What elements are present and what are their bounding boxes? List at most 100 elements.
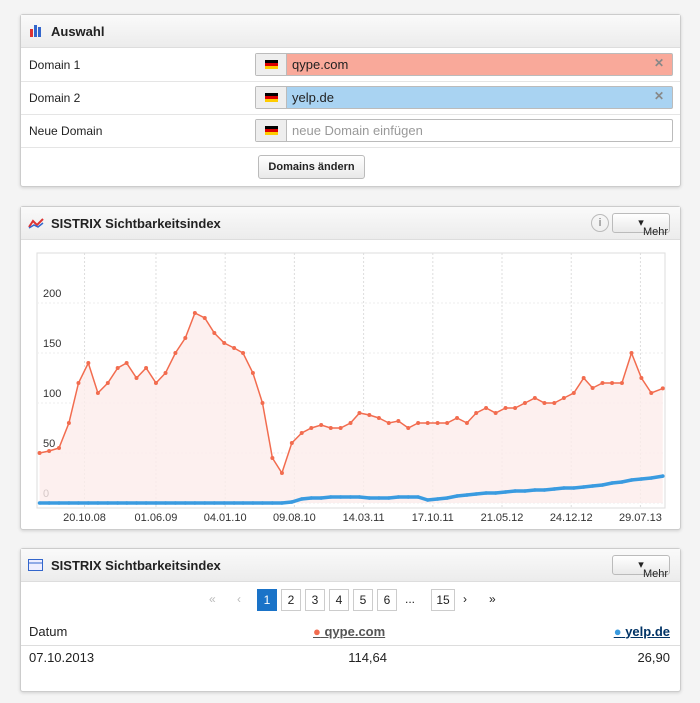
point	[445, 496, 449, 500]
point	[115, 501, 120, 505]
point	[484, 406, 489, 410]
point	[435, 497, 440, 501]
point	[95, 391, 100, 395]
page-link[interactable]: 4	[329, 589, 349, 611]
x-tick-label: 04.01.10	[204, 512, 247, 524]
point	[260, 401, 265, 405]
domain-input[interactable]: qype.com ✕	[255, 53, 673, 76]
change-button[interactable]: Domains ändern	[258, 155, 365, 179]
last-page[interactable]: »	[489, 592, 496, 606]
more: Mehr	[643, 226, 669, 238]
point	[76, 501, 81, 505]
point	[348, 421, 353, 425]
column-header: Datum	[29, 624, 68, 639]
point	[619, 381, 624, 385]
point	[106, 501, 110, 505]
point	[660, 386, 665, 391]
icon	[28, 218, 44, 229]
icon	[28, 559, 43, 571]
more-button[interactable]: ▾ Mehr	[612, 555, 670, 580]
page-link[interactable]: ...	[404, 592, 415, 606]
point	[357, 495, 362, 499]
point	[202, 316, 207, 320]
point	[464, 421, 469, 425]
y-tick-label: 100	[43, 388, 61, 400]
point	[571, 391, 576, 395]
page-link[interactable]: 1	[257, 589, 277, 611]
point	[377, 496, 381, 500]
point	[503, 490, 508, 494]
point	[474, 492, 478, 496]
point	[251, 501, 255, 505]
panel-header: Auswahl	[21, 15, 680, 48]
label: Domain 1	[29, 58, 81, 72]
next-page[interactable]: ›	[463, 592, 467, 606]
point	[328, 426, 333, 430]
page-link[interactable]: 2	[281, 589, 301, 611]
point	[581, 376, 586, 380]
point	[47, 501, 51, 505]
point	[513, 406, 518, 410]
point	[465, 493, 469, 497]
point	[532, 396, 537, 400]
point	[571, 486, 576, 490]
placeholder: neue Domain einfügen	[292, 123, 423, 138]
first-page[interactable]: «	[209, 592, 216, 606]
series-name: yelp.de	[625, 624, 670, 639]
x-tick-label: 20.10.08	[63, 512, 106, 524]
point	[319, 423, 324, 427]
remove[interactable]: ✕	[653, 56, 664, 70]
column-header[interactable]: ● yelp.de	[613, 624, 670, 639]
point	[406, 495, 411, 499]
page-link[interactable]: 3	[305, 589, 325, 611]
point	[299, 431, 304, 435]
x-tick-label: 01.06.09	[135, 512, 178, 524]
point	[309, 426, 314, 430]
point	[309, 496, 314, 500]
point	[600, 483, 605, 487]
info-icon[interactable]: i	[591, 214, 609, 232]
point	[202, 501, 207, 505]
point	[222, 341, 227, 345]
point	[290, 500, 294, 504]
panel-title: SISTRIX Sichtbarkeitsindex	[51, 558, 221, 573]
point	[47, 449, 52, 453]
point	[367, 413, 372, 417]
point	[124, 361, 129, 365]
point	[386, 496, 391, 500]
point	[649, 476, 654, 480]
point	[348, 495, 353, 499]
domain-row: Domain 2 yelp.de ✕	[21, 81, 680, 115]
domain: qype.com	[292, 57, 349, 72]
prev-page[interactable]: ‹	[237, 592, 241, 606]
point	[232, 346, 237, 350]
point	[445, 421, 450, 425]
domain-input[interactable]: neue Domain einfügen	[255, 119, 673, 142]
point	[76, 381, 81, 385]
page-link[interactable]: 15	[431, 589, 455, 611]
point	[289, 441, 294, 445]
point	[523, 489, 527, 493]
remove[interactable]: ✕	[653, 89, 664, 103]
point	[533, 488, 537, 492]
point	[386, 421, 391, 425]
point	[474, 411, 479, 415]
point	[279, 471, 284, 475]
point	[105, 381, 110, 385]
point	[192, 311, 197, 315]
page-link[interactable]: 6	[377, 589, 397, 611]
point	[629, 478, 634, 482]
more-button[interactable]: ▾ Mehr	[612, 213, 670, 238]
column-header[interactable]: ● qype.com	[313, 624, 386, 639]
point	[367, 496, 372, 500]
point	[513, 489, 517, 493]
point	[561, 396, 566, 400]
cell: 26,90	[637, 650, 670, 665]
point	[639, 376, 644, 380]
page-link[interactable]: 5	[353, 589, 373, 611]
point	[173, 501, 178, 505]
point	[173, 351, 178, 355]
domain-input[interactable]: yelp.de ✕	[255, 86, 673, 109]
point	[416, 495, 420, 499]
